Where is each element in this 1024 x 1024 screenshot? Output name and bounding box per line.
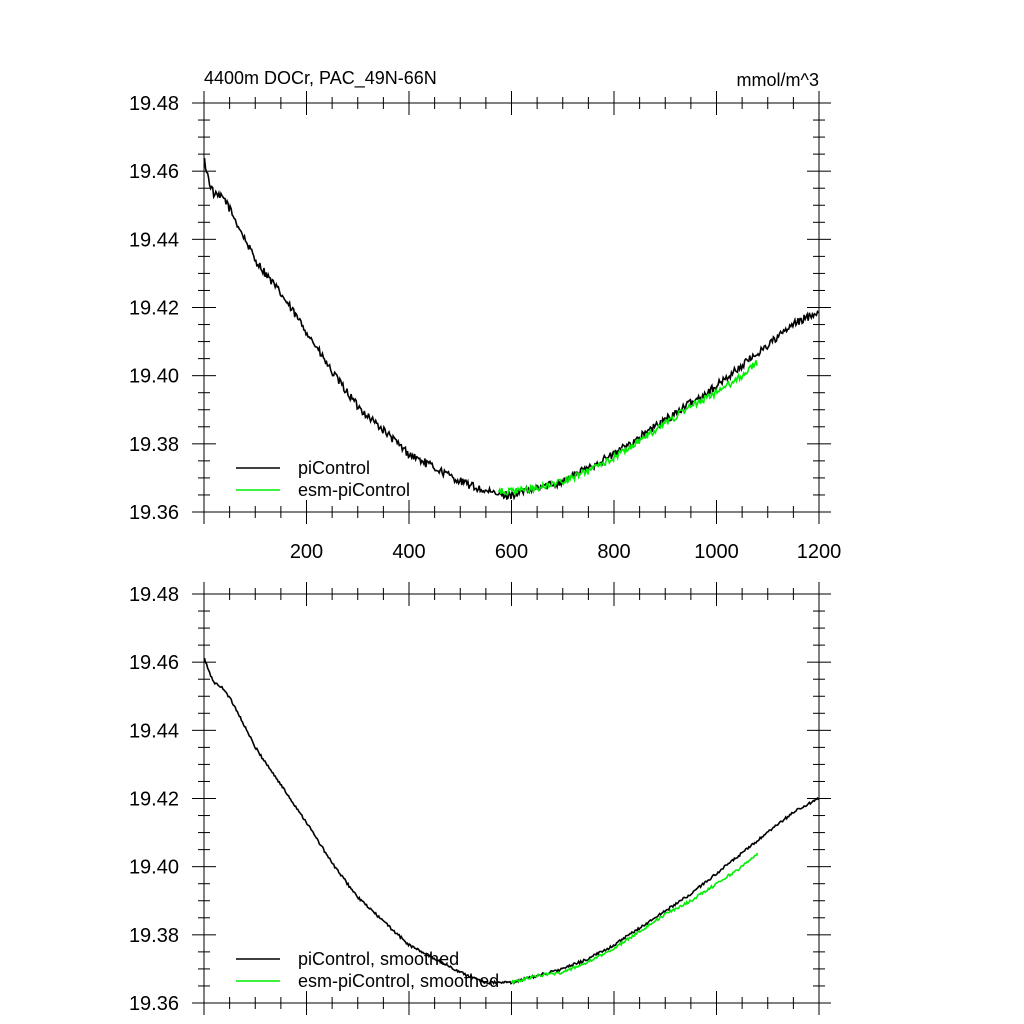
y-tick-label: 19.46 [129,652,179,674]
bottom-panel: 19.36 19.38 19.40 19.42 19.44 19.46 19.48 piCon… [129,582,831,1015]
x-tick-label: 400 [392,541,425,563]
y-tick-label: 19.46 [129,161,179,183]
y-tick-label: 19.42 [129,789,179,811]
y-tick-label: 19.38 [129,925,179,947]
y-tick-label: 19.40 [129,857,179,879]
series-line-esm-picontrol [497,360,758,497]
x-tick-label: 1000 [694,541,739,563]
top-panel: 19.36 19.38 19.40 19.42 19.44 19.46 19.48 200 40… [129,91,841,563]
series-line-esm-picontrol [510,852,759,986]
y-tick-label: 19.40 [129,366,179,388]
chart-title: 4400m DOCr, PAC_49N-66N [204,68,437,89]
units-label: mmol/m^3 [737,70,819,90]
y-tick-label: 19.36 [129,993,179,1015]
y-tick-label: 19.42 [129,298,179,320]
legend-label: piControl, smoothed [298,949,459,969]
y-tick-label: 19.36 [129,502,179,524]
plot-frame [203,102,820,513]
y-tick-label: 19.38 [129,434,179,456]
x-tick-label: 600 [495,541,528,563]
x-tick-label: 200 [290,541,323,563]
plot-frame [203,593,820,1004]
x-tick-label: 1200 [797,541,842,563]
y-tick-label: 19.44 [129,720,179,742]
legend-label: esm-piControl [298,480,410,500]
series-line-picontrol [203,657,820,985]
x-tick-label: 800 [597,541,630,563]
legend-label: esm-piControl, smoothed [298,971,499,991]
series-line-picontrol [203,158,820,501]
y-tick-label: 19.48 [129,93,179,115]
legend-label: piControl [298,458,370,478]
y-tick-label: 19.44 [129,229,179,251]
y-tick-label: 19.48 [129,584,179,606]
